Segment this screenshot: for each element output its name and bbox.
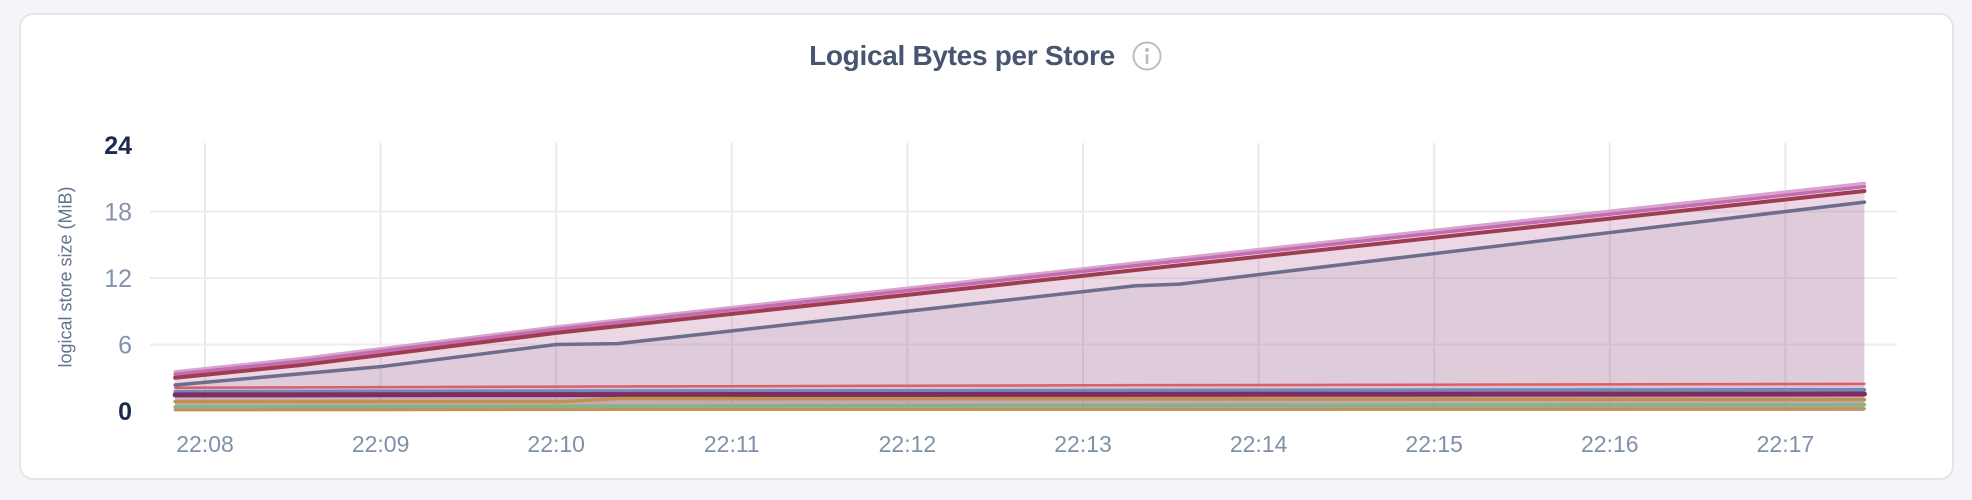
x-tick-label: 22:17 [1757, 431, 1815, 457]
series-line-store-rising-light-pink [173, 181, 1866, 374]
series-area-store-rising-crimson [175, 190, 1865, 411]
y-tick-label: 6 [118, 332, 132, 360]
x-tick-label: 22:13 [1054, 431, 1112, 457]
y-tick-label: 12 [104, 265, 132, 293]
series-line-store-rising-crimson [173, 188, 1867, 380]
y-tick-label: 0 [118, 398, 132, 426]
series-line-store-rising-pink [173, 184, 1867, 376]
x-tick-label: 22:09 [352, 431, 410, 457]
series-line-store-flat-green [173, 403, 1867, 409]
x-tick-label: 22:15 [1405, 431, 1463, 457]
x-tick-label: 22:11 [704, 431, 760, 457]
series-line-store-flat-maroon [172, 391, 1867, 398]
series-line-store-rising-slate [173, 200, 1867, 387]
x-tick-label: 22:14 [1230, 431, 1288, 457]
y-tick-label: 24 [104, 132, 132, 160]
x-tick-label: 22:16 [1581, 431, 1639, 457]
y-tick-label: 18 [104, 199, 132, 227]
x-tick-label: 22:10 [527, 431, 585, 457]
x-tick-label: 22:08 [176, 431, 234, 457]
info-icon[interactable] [1131, 40, 1163, 72]
chart-header: Logical Bytes per Store [0, 40, 1972, 72]
chart-title: Logical Bytes per Store [809, 40, 1115, 71]
series-line-store-flat-gold [173, 396, 1867, 404]
x-tick-label: 22:12 [879, 431, 937, 457]
series-line-store-flat-gold-low [173, 407, 1866, 412]
series-line-store-flat-blue [173, 387, 1867, 394]
y-axis-title: logical store size (MiB) [55, 186, 76, 368]
series-line-store-flat-salmon [173, 382, 1866, 389]
